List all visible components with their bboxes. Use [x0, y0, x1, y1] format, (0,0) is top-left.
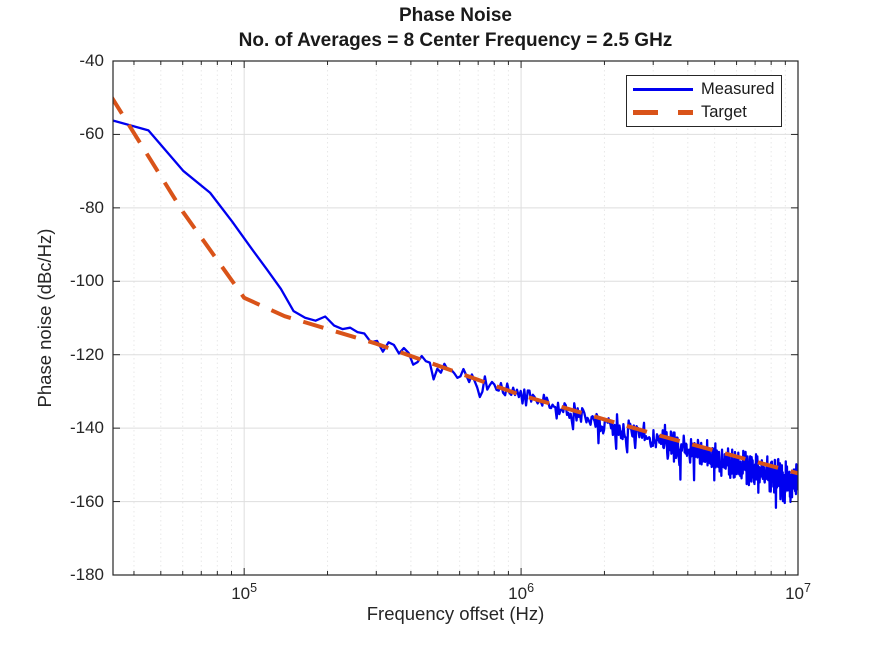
grid-minor-lines: [133, 61, 786, 575]
legend-measured-line-icon: [633, 87, 693, 92]
axes-box: [112, 60, 799, 576]
series-group: [113, 95, 798, 509]
x-tick-label: 105: [231, 581, 258, 603]
legend: Measured Target: [626, 75, 782, 127]
y-axis-label: Phase noise (dBc/Hz): [34, 228, 55, 408]
legend-target-label: Target: [701, 103, 747, 121]
tick-marks: [113, 60, 799, 576]
x-tick-label: 107: [785, 581, 811, 603]
grid-major-lines: [113, 60, 799, 576]
y-tick-label: -80: [79, 197, 104, 217]
y-tick-label: -40: [79, 51, 104, 70]
target-curve: [113, 95, 798, 476]
legend-target-dash-icon: [633, 110, 693, 115]
y-tick-label: -60: [79, 124, 104, 144]
chart-title: Phase Noise: [399, 5, 512, 26]
chart-subtitle: No. of Averages = 8 Center Frequency = 2…: [238, 30, 673, 51]
y-tick-label: -160: [69, 491, 104, 511]
y-tick-label: -140: [69, 418, 104, 438]
y-tick-label: -180: [69, 565, 104, 584]
measured-curve: [113, 119, 798, 509]
legend-item-measured: Measured: [627, 78, 781, 101]
y-tick-label: -120: [69, 344, 104, 364]
legend-measured-label: Measured: [701, 80, 775, 98]
y-tick-label: -100: [69, 271, 104, 291]
x-axis-label: Frequency offset (Hz): [366, 603, 545, 624]
legend-item-target: Target: [627, 101, 781, 124]
x-tick-label: 106: [508, 581, 535, 603]
